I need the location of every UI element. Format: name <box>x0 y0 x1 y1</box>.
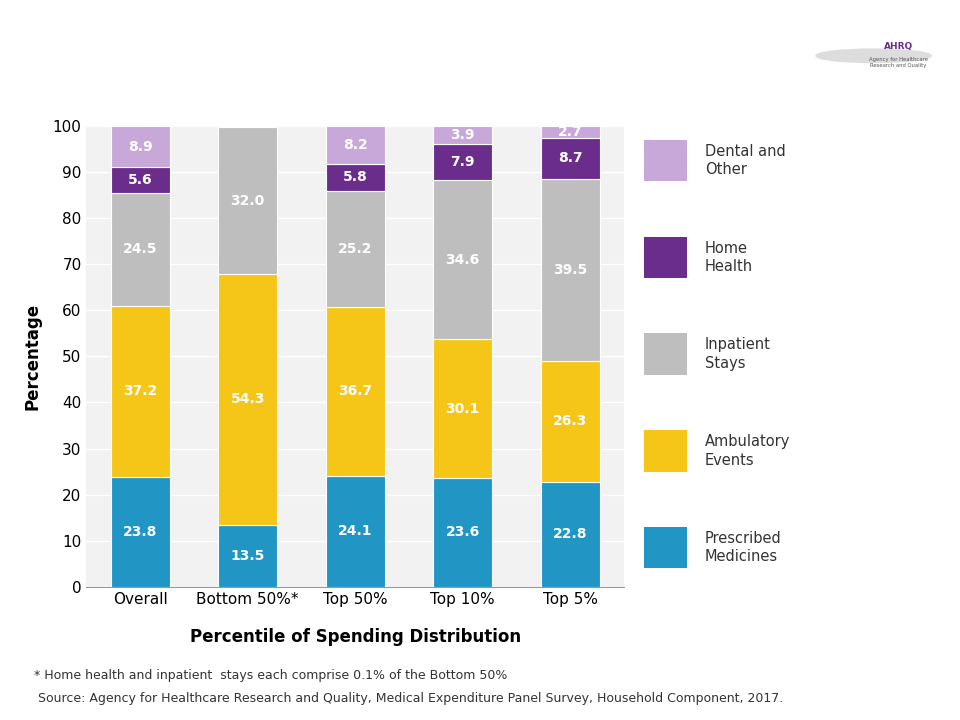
Text: 23.6: 23.6 <box>445 526 480 539</box>
Text: 22.8: 22.8 <box>553 527 588 541</box>
Text: 5.6: 5.6 <box>128 173 153 187</box>
Text: Agency for Healthcare
Research and Quality: Agency for Healthcare Research and Quali… <box>869 57 928 68</box>
Text: 8.7: 8.7 <box>558 151 583 166</box>
Text: 7.9: 7.9 <box>450 155 475 168</box>
Bar <box>540 138 600 179</box>
Bar <box>110 193 170 306</box>
Text: 39.5: 39.5 <box>553 263 588 276</box>
Bar <box>325 191 385 307</box>
Text: 36.7: 36.7 <box>338 384 372 398</box>
Text: 34.6: 34.6 <box>445 253 480 266</box>
Bar <box>540 179 600 361</box>
Text: 26.3: 26.3 <box>553 414 588 428</box>
FancyBboxPatch shape <box>644 237 686 278</box>
Bar <box>325 163 385 191</box>
Bar <box>218 274 277 525</box>
Text: 30.1: 30.1 <box>445 402 480 415</box>
Text: 54.3: 54.3 <box>230 392 265 407</box>
Text: Source: Agency for Healthcare Research and Quality, Medical Expenditure Panel Su: Source: Agency for Healthcare Research a… <box>34 692 782 705</box>
Text: 13.5: 13.5 <box>230 549 265 563</box>
Text: * Home health and inpatient  stays each comprise 0.1% of the Bottom 50%: * Home health and inpatient stays each c… <box>34 669 507 682</box>
Bar <box>540 482 600 587</box>
Bar <box>110 167 170 193</box>
Bar <box>110 477 170 587</box>
Text: Figure 5. Percentage of persons by type of service and
percentile of spending, 2: Figure 5. Percentage of persons by type … <box>60 32 727 80</box>
Text: 8.9: 8.9 <box>128 140 153 153</box>
Text: 37.2: 37.2 <box>123 384 157 398</box>
FancyBboxPatch shape <box>644 140 686 181</box>
Text: 23.8: 23.8 <box>123 525 157 539</box>
Bar <box>218 525 277 587</box>
Bar <box>540 126 600 138</box>
Bar <box>433 180 492 339</box>
Text: 5.8: 5.8 <box>343 170 368 184</box>
Text: Dental and
Other: Dental and Other <box>705 144 785 177</box>
Text: 24.1: 24.1 <box>338 524 372 539</box>
Bar <box>433 478 492 587</box>
Y-axis label: Percentage: Percentage <box>24 303 41 410</box>
Bar <box>325 476 385 587</box>
Ellipse shape <box>843 6 953 105</box>
Text: Ambulatory
Events: Ambulatory Events <box>705 434 790 468</box>
FancyBboxPatch shape <box>644 333 686 375</box>
Bar <box>433 339 492 478</box>
Bar <box>433 143 492 180</box>
Bar <box>325 307 385 476</box>
Text: Inpatient
Stays: Inpatient Stays <box>705 337 771 371</box>
Text: 32.0: 32.0 <box>230 194 265 207</box>
FancyBboxPatch shape <box>644 430 686 472</box>
Bar <box>325 126 385 163</box>
Text: Home
Health: Home Health <box>705 240 753 274</box>
Text: AHRQ: AHRQ <box>884 42 913 51</box>
Text: Percentile of Spending Distribution: Percentile of Spending Distribution <box>190 628 520 647</box>
Text: Prescribed
Medicines: Prescribed Medicines <box>705 531 781 564</box>
Text: 3.9: 3.9 <box>450 127 475 142</box>
Bar <box>110 306 170 477</box>
Text: 2.7: 2.7 <box>558 125 583 139</box>
Text: 25.2: 25.2 <box>338 242 372 256</box>
Text: 24.5: 24.5 <box>123 242 157 256</box>
Bar <box>540 361 600 482</box>
Text: 8.2: 8.2 <box>343 138 368 152</box>
Bar <box>433 125 492 143</box>
Circle shape <box>816 49 931 63</box>
Bar <box>110 126 170 167</box>
FancyBboxPatch shape <box>644 527 686 568</box>
Bar <box>218 127 277 274</box>
